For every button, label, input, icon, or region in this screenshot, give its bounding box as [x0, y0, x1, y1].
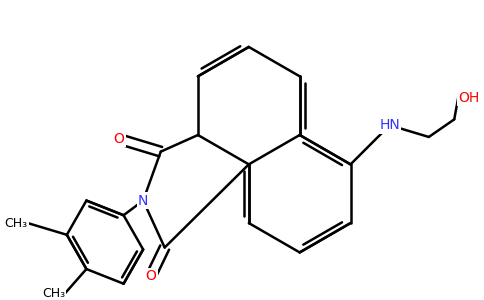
Text: HN: HN	[379, 118, 400, 132]
Text: N: N	[138, 194, 148, 208]
Text: OH: OH	[458, 91, 480, 105]
Text: CH₃: CH₃	[42, 287, 65, 300]
Text: CH₃: CH₃	[4, 217, 28, 230]
Text: O: O	[146, 269, 156, 283]
Text: O: O	[113, 132, 124, 146]
